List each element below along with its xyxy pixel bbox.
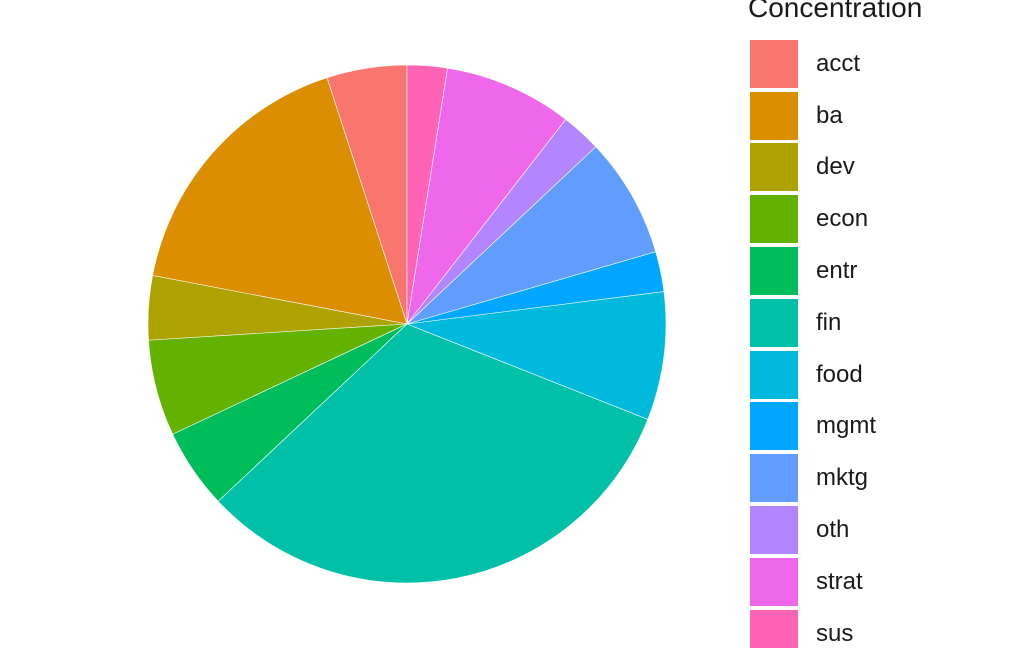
legend-label-strat: strat — [816, 567, 863, 595]
legend-item-oth: oth — [750, 504, 1030, 556]
legend-swatch-food — [750, 350, 798, 399]
legend-swatch-mgmt — [750, 402, 798, 451]
pie-slice-food — [406, 291, 667, 420]
legend-label-fin: fin — [816, 308, 842, 336]
legend-item-mgmt: mgmt — [750, 401, 1030, 453]
legend-label-mktg: mktg — [816, 464, 869, 492]
legend-swatch-dev — [750, 143, 798, 192]
legend-item-mktg: mktg — [750, 452, 1030, 504]
legend-item-sus: sus — [750, 608, 1030, 648]
legend-item-ba: ba — [750, 90, 1030, 142]
legend-label-dev: dev — [816, 153, 855, 181]
legend-swatch-ba — [750, 91, 798, 140]
legend-label-mgmt: mgmt — [816, 412, 876, 440]
legend-item-dev: dev — [750, 142, 1030, 194]
legend-swatch-oth — [750, 506, 798, 555]
legend-item-econ: econ — [750, 193, 1030, 245]
legend-label-sus: sus — [816, 619, 854, 647]
legend-swatch-mktg — [750, 454, 798, 503]
pie-slice-fin — [217, 323, 649, 584]
pie-slice-strat — [406, 67, 567, 325]
pie-slice-mktg — [406, 146, 657, 325]
legend-swatch-entr — [750, 247, 798, 296]
legend-label-econ: econ — [816, 205, 869, 233]
legend-item-fin: fin — [750, 297, 1030, 349]
legend-item-entr: entr — [750, 245, 1030, 297]
legend-item-strat: strat — [750, 556, 1030, 608]
legend-label-entr: entr — [816, 257, 858, 285]
legend: Concentration acct ba dev econ entr fin food mg… — [748, 0, 1030, 648]
legend-swatch-econ — [750, 195, 798, 244]
legend-label-oth: oth — [816, 516, 850, 544]
legend-item-acct: acct — [750, 38, 1030, 90]
legend-items: acct ba dev econ entr fin food mgmt mktg oth strat… — [750, 38, 1030, 648]
pie-plot — [147, 64, 667, 584]
legend-item-food: food — [750, 349, 1030, 401]
legend-swatch-strat — [750, 557, 798, 606]
pie-slice-sus — [406, 64, 448, 325]
legend-label-ba: ba — [816, 101, 843, 129]
legend-swatch-acct — [750, 39, 798, 88]
pie-slice-ba — [152, 77, 408, 325]
legend-swatch-sus — [750, 609, 798, 648]
legend-swatch-fin — [750, 298, 798, 347]
legend-label-acct: acct — [816, 49, 861, 77]
legend-label-food: food — [816, 360, 863, 388]
legend-title: Concentration — [748, 0, 923, 23]
